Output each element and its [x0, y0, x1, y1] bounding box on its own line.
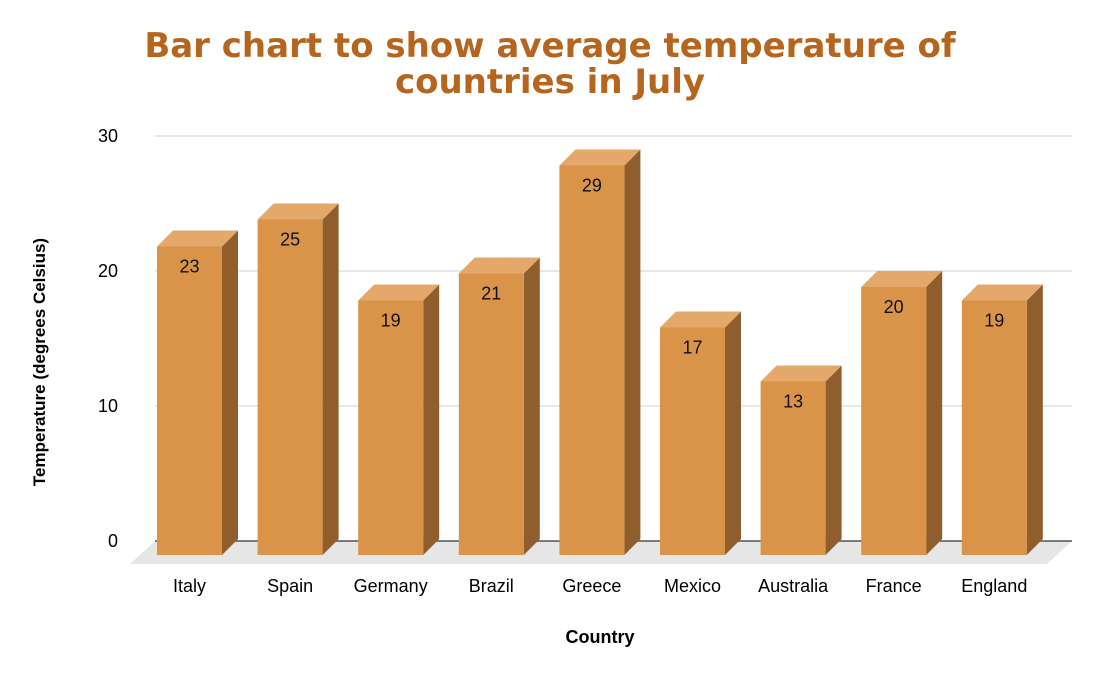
y-axis-label: Temperature (degrees Celsius) — [30, 237, 49, 487]
data-label: 25 — [280, 230, 300, 250]
data-label: 19 — [381, 311, 401, 331]
data-label: 21 — [481, 284, 501, 304]
x-tick-label: Mexico — [664, 576, 721, 596]
bar — [961, 300, 1027, 555]
y-tick-label: 20 — [98, 261, 118, 281]
bar-side — [926, 271, 943, 555]
x-axis-label: Country — [565, 627, 635, 647]
x-tick-label: Germany — [354, 576, 428, 596]
bar-top — [961, 284, 1043, 301]
x-tick-label: Australia — [758, 576, 829, 596]
bar-top — [760, 365, 842, 382]
bar — [559, 165, 625, 555]
x-tick-label: England — [961, 576, 1027, 596]
bar-top — [458, 257, 540, 274]
bar-side — [322, 203, 339, 555]
bar-side — [624, 149, 641, 555]
x-tick-label: Italy — [173, 576, 206, 596]
bar — [157, 246, 222, 555]
y-tick-label: 30 — [98, 126, 118, 146]
bar-top — [358, 284, 440, 301]
bar — [660, 327, 725, 555]
chart-title-line-2: countries in July — [394, 62, 706, 102]
x-tick-label: Greece — [562, 576, 621, 596]
data-label: 19 — [984, 311, 1004, 331]
bar — [760, 381, 826, 555]
bar-top — [660, 311, 741, 328]
bar — [458, 273, 524, 555]
data-label: 29 — [582, 176, 602, 196]
y-tick-label: 10 — [98, 396, 118, 416]
x-tick-label: France — [866, 576, 922, 596]
bar-top — [861, 271, 943, 287]
y-tick-label: 0 — [108, 531, 118, 551]
x-tick-label: Brazil — [469, 576, 514, 596]
bar-top — [257, 203, 339, 220]
bar-side — [222, 230, 238, 555]
data-label: 13 — [783, 392, 803, 412]
data-label: 23 — [179, 257, 199, 277]
bar-side — [825, 365, 842, 555]
bar-top — [559, 149, 641, 166]
bar — [861, 287, 927, 555]
bar-side — [1026, 284, 1043, 555]
bar-side — [725, 311, 741, 555]
x-tick-label: Spain — [267, 576, 313, 596]
chart-title: Bar chart to show average temperature of… — [0, 28, 1100, 100]
data-label: 20 — [884, 297, 904, 317]
bar-side — [423, 284, 440, 555]
bar-side — [523, 257, 540, 555]
data-label: 17 — [682, 338, 702, 358]
bar — [358, 300, 424, 555]
bar-top — [157, 230, 238, 247]
bar — [257, 219, 323, 555]
chart-title-line-1: Bar chart to show average temperature of — [144, 26, 956, 66]
